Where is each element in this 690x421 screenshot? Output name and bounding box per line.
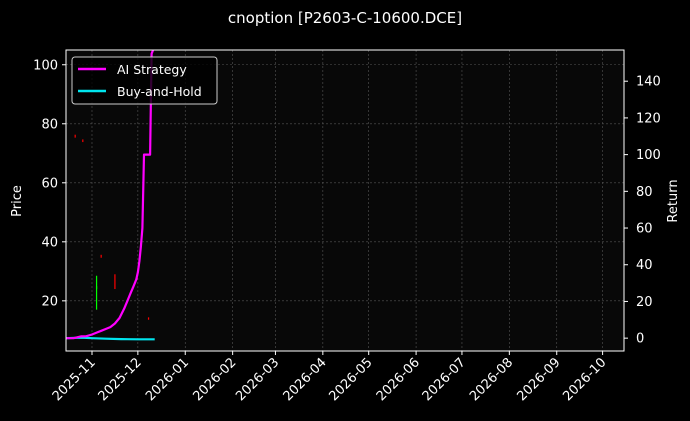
y-axis-left: 20 40 60 80 100	[33, 58, 66, 309]
y-tick-label-left: 80	[41, 117, 58, 132]
legend-label-buy-and-hold: Buy-and-Hold	[117, 84, 202, 99]
y-tick-label-right: 40	[636, 258, 653, 273]
y-tick-label-right: 80	[636, 185, 653, 200]
y-tick-label-right: 20	[636, 295, 653, 310]
plot-frame	[65, 49, 625, 352]
y-axis-right-label: Return	[666, 179, 681, 222]
y-axis-right: 0 20 40 60 80 100 120 140	[624, 75, 661, 347]
legend-box	[71, 56, 218, 105]
legend-label-ai-strategy: AI Strategy	[117, 62, 187, 77]
y-tick-label-left: 100	[33, 58, 58, 73]
chart-title: cnoption [P2603-C-10600.DCE]	[228, 9, 462, 27]
y-tick-label-right: 0	[636, 332, 644, 347]
y-tick-label-right: 140	[636, 75, 661, 90]
series-line-ai-strategy	[66, 50, 155, 340]
series-layer	[66, 50, 155, 341]
candle-layer	[74, 134, 150, 320]
y-axis-left-label: Price	[10, 185, 25, 217]
y-tick-label-left: 60	[41, 176, 58, 191]
legend: AI Strategy Buy-and-Hold	[71, 56, 218, 105]
y-tick-label-right: 60	[636, 222, 653, 237]
y-tick-label-right: 120	[636, 111, 661, 126]
series-line-buy-and-hold	[66, 336, 155, 341]
y-tick-label-left: 40	[41, 235, 58, 250]
y-tick-label-right: 100	[636, 148, 661, 163]
y-tick-label-left: 20	[41, 294, 58, 309]
